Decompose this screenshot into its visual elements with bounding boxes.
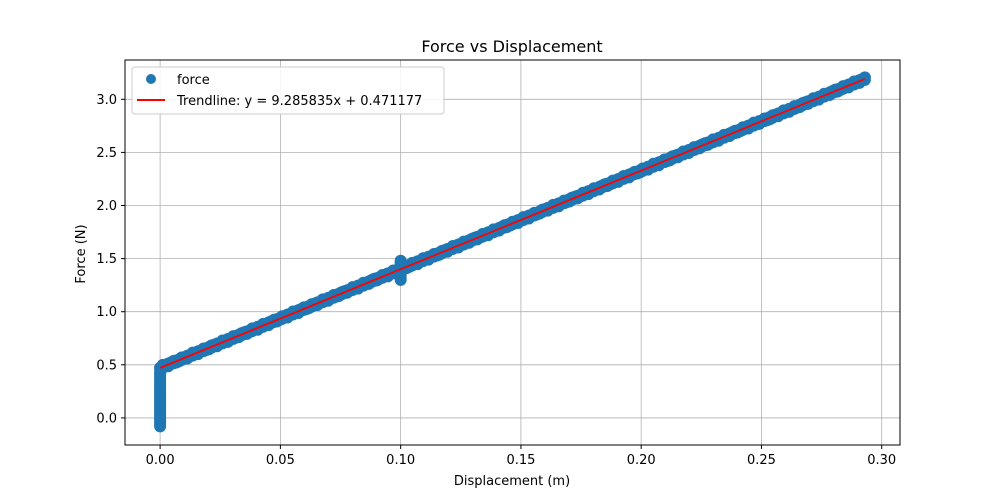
plot-frame xyxy=(124,59,901,446)
x-tick-label: 0.30 xyxy=(867,453,896,468)
chart-title: Force vs Displacement xyxy=(421,37,602,56)
grid-lines xyxy=(125,60,900,445)
y-tick-label: 0.0 xyxy=(96,411,117,426)
y-axis-ticks: 0.0 0.5 1.0 1.5 2.0 2.5 3.0 xyxy=(96,93,125,426)
y-tick-label: 2.0 xyxy=(96,199,117,214)
legend-label-trendline: Trendline: y = 9.285835x + 0.471177 xyxy=(176,94,422,109)
x-tick-label: 0.20 xyxy=(627,453,656,468)
x-tick-label: 0.05 xyxy=(266,453,295,468)
y-tick-label: 0.5 xyxy=(96,358,117,373)
trendline xyxy=(159,78,866,369)
y-tick-label: 1.5 xyxy=(96,252,117,267)
trendline-series xyxy=(159,78,866,369)
y-axis-label: Force (N) xyxy=(74,224,89,283)
legend-box xyxy=(131,66,445,115)
legend-marker-force xyxy=(146,74,156,84)
x-tick-label: 0.25 xyxy=(747,453,776,468)
y-tick-label: 2.5 xyxy=(96,146,117,161)
x-axis-ticks: 0.00 0.05 0.10 0.15 0.20 0.25 0.30 xyxy=(146,445,896,468)
x-axis-label: Displacement (m) xyxy=(454,474,570,489)
y-tick-label: 1.0 xyxy=(96,305,117,320)
x-tick-label: 0.15 xyxy=(506,453,535,468)
scatter-point xyxy=(394,254,407,267)
legend: force Trendline: y = 9.285835x + 0.47117… xyxy=(131,66,445,115)
x-tick-label: 0.00 xyxy=(146,453,175,468)
legend-label-force: force xyxy=(177,73,210,88)
x-tick-label: 0.10 xyxy=(386,453,415,468)
y-tick-label: 3.0 xyxy=(96,93,117,108)
